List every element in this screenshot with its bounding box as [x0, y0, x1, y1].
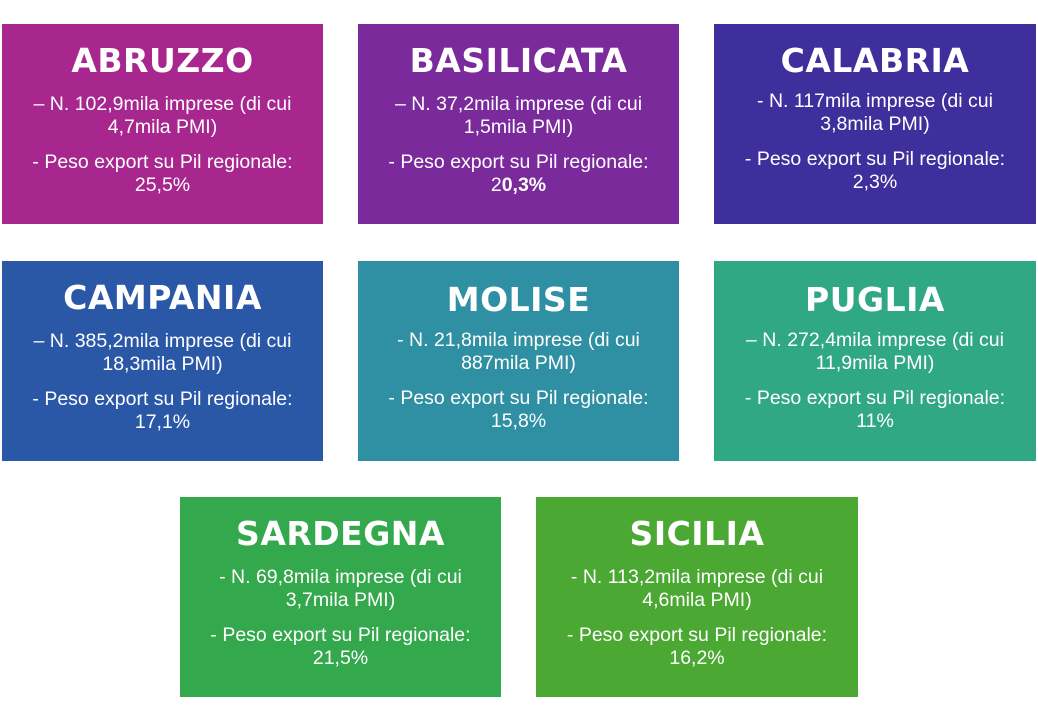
- imprese-line-2: 887mila PMI): [461, 352, 576, 374]
- region-card-campania: CAMPANIA – N. 385,2mila imprese (di cui …: [2, 261, 323, 461]
- imprese-line-1: - N. 21,8mila imprese (di cui: [397, 329, 640, 351]
- imprese-line-1: - N. 69,8mila imprese (di cui: [219, 566, 462, 588]
- export-value-prefix: 2: [490, 174, 502, 196]
- export-label: - Peso export su Pil regionale:: [744, 148, 1006, 170]
- region-title: BASILICATA: [409, 41, 628, 80]
- region-title: PUGLIA: [805, 280, 945, 319]
- region-card-calabria: CALABRIA - N. 117mila imprese (di cui 3,…: [714, 24, 1036, 224]
- imprese-line-1: – N. 272,4mila imprese (di cui: [746, 329, 1004, 351]
- export-value: 2,3%: [852, 171, 898, 193]
- export-label: - Peso export su Pil regionale:: [566, 624, 828, 646]
- export-label: - Peso export su Pil regionale:: [32, 151, 293, 173]
- region-card-molise: MOLISE - N. 21,8mila imprese (di cui 887…: [358, 261, 679, 461]
- imprese-line-1: – N. 102,9mila imprese (di cui: [33, 93, 292, 115]
- export-value: 11%: [856, 410, 894, 432]
- region-card-sicilia: SICILIA - N. 113,2mila imprese (di cui 4…: [536, 497, 858, 697]
- imprese-line-2: 3,7mila PMI): [285, 589, 396, 611]
- region-title: CALABRIA: [780, 41, 970, 80]
- region-card-sardegna: SARDEGNA - N. 69,8mila imprese (di cui 3…: [180, 497, 501, 697]
- export-value-bold: 0,3%: [501, 174, 547, 196]
- region-title: SICILIA: [629, 514, 765, 553]
- imprese-line-1: – N. 385,2mila imprese (di cui: [33, 330, 292, 352]
- imprese-line-1: - N. 117mila imprese (di cui: [757, 90, 993, 112]
- export-value: 17,1%: [134, 411, 191, 433]
- region-title: SARDEGNA: [236, 514, 445, 553]
- imprese-line-2: 4,6mila PMI): [642, 589, 752, 611]
- region-title: MOLISE: [446, 280, 591, 319]
- imprese-line-2: 4,7mila PMI): [107, 116, 218, 138]
- export-value: 15,8%: [490, 410, 547, 432]
- export-value: 21,5%: [312, 647, 369, 669]
- region-card-puglia: PUGLIA – N. 272,4mila imprese (di cui 11…: [714, 261, 1036, 461]
- region-title: CAMPANIA: [63, 278, 262, 317]
- imprese-line-2: 1,5mila PMI): [463, 116, 574, 138]
- export-label: - Peso export su Pil regionale:: [32, 388, 293, 410]
- imprese-line-2: 11,9mila PMI): [815, 352, 935, 374]
- imprese-line-1: - N. 113,2mila imprese (di cui: [570, 566, 824, 588]
- imprese-line-2: 18,3mila PMI): [102, 353, 223, 375]
- region-card-abruzzo: ABRUZZO – N. 102,9mila imprese (di cui 4…: [2, 24, 323, 224]
- imprese-line-1: – N. 37,2mila imprese (di cui: [394, 93, 643, 115]
- export-value: 20,3%: [358, 174, 679, 197]
- imprese-line-2: 3,8mila PMI): [820, 113, 930, 135]
- region-title: ABRUZZO: [71, 41, 254, 80]
- export-value: 25,5%: [134, 174, 191, 196]
- export-label: - Peso export su Pil regionale:: [388, 151, 649, 173]
- export-label: - Peso export su Pil regionale:: [744, 387, 1006, 409]
- export-label: - Peso export su Pil regionale:: [210, 624, 471, 646]
- export-value: 16,2%: [669, 647, 725, 669]
- export-label: - Peso export su Pil regionale:: [388, 387, 649, 409]
- region-card-basilicata: BASILICATA – N. 37,2mila imprese (di cui…: [358, 24, 679, 224]
